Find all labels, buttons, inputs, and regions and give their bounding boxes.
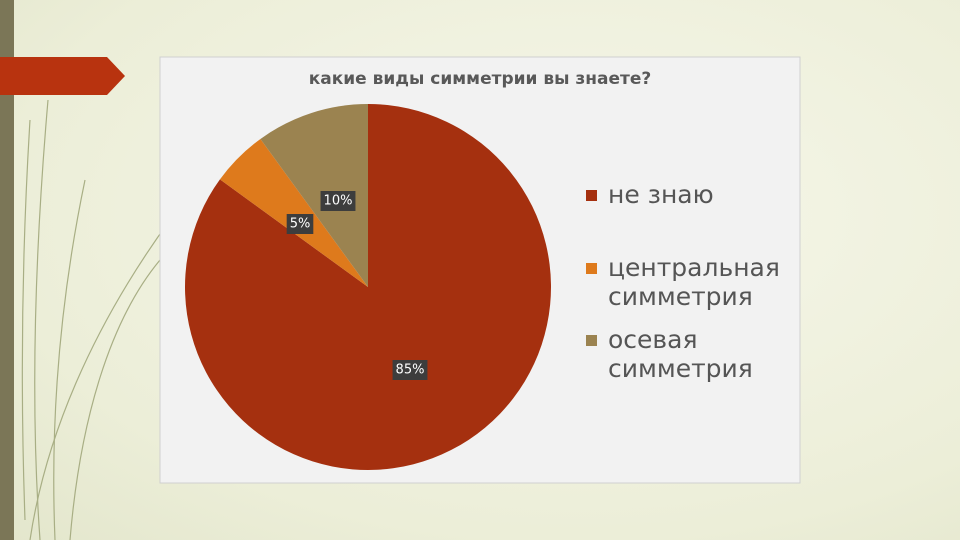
- legend-entry: осевая симметрия: [582, 325, 797, 383]
- legend-label: осевая симметрия: [608, 325, 753, 383]
- legend: не знаю центральная симметрия осевая симме…: [582, 180, 797, 397]
- legend-swatch: [586, 190, 597, 201]
- legend-entry: центральная симметрия: [582, 253, 797, 311]
- title-tab: [0, 57, 125, 95]
- legend-entry: не знаю: [582, 180, 797, 209]
- data-label-bg: [392, 360, 428, 380]
- data-label-bg: [320, 191, 356, 211]
- side-stripe: [0, 0, 14, 540]
- legend-swatch: [586, 335, 597, 346]
- data-label: 5%: [290, 217, 311, 232]
- legend-swatch: [586, 263, 597, 274]
- legend-label: не знаю: [608, 180, 714, 209]
- decoration: [21, 99, 171, 540]
- chart-title: какие виды симметрии вы знаете?: [309, 69, 652, 89]
- data-label-bg: [286, 214, 314, 234]
- data-label: 10%: [324, 194, 353, 209]
- legend-label: центральная симметрия: [608, 253, 780, 311]
- data-label: 85%: [396, 363, 425, 378]
- pie-slice: [219, 138, 368, 287]
- pie-slice: [260, 104, 368, 287]
